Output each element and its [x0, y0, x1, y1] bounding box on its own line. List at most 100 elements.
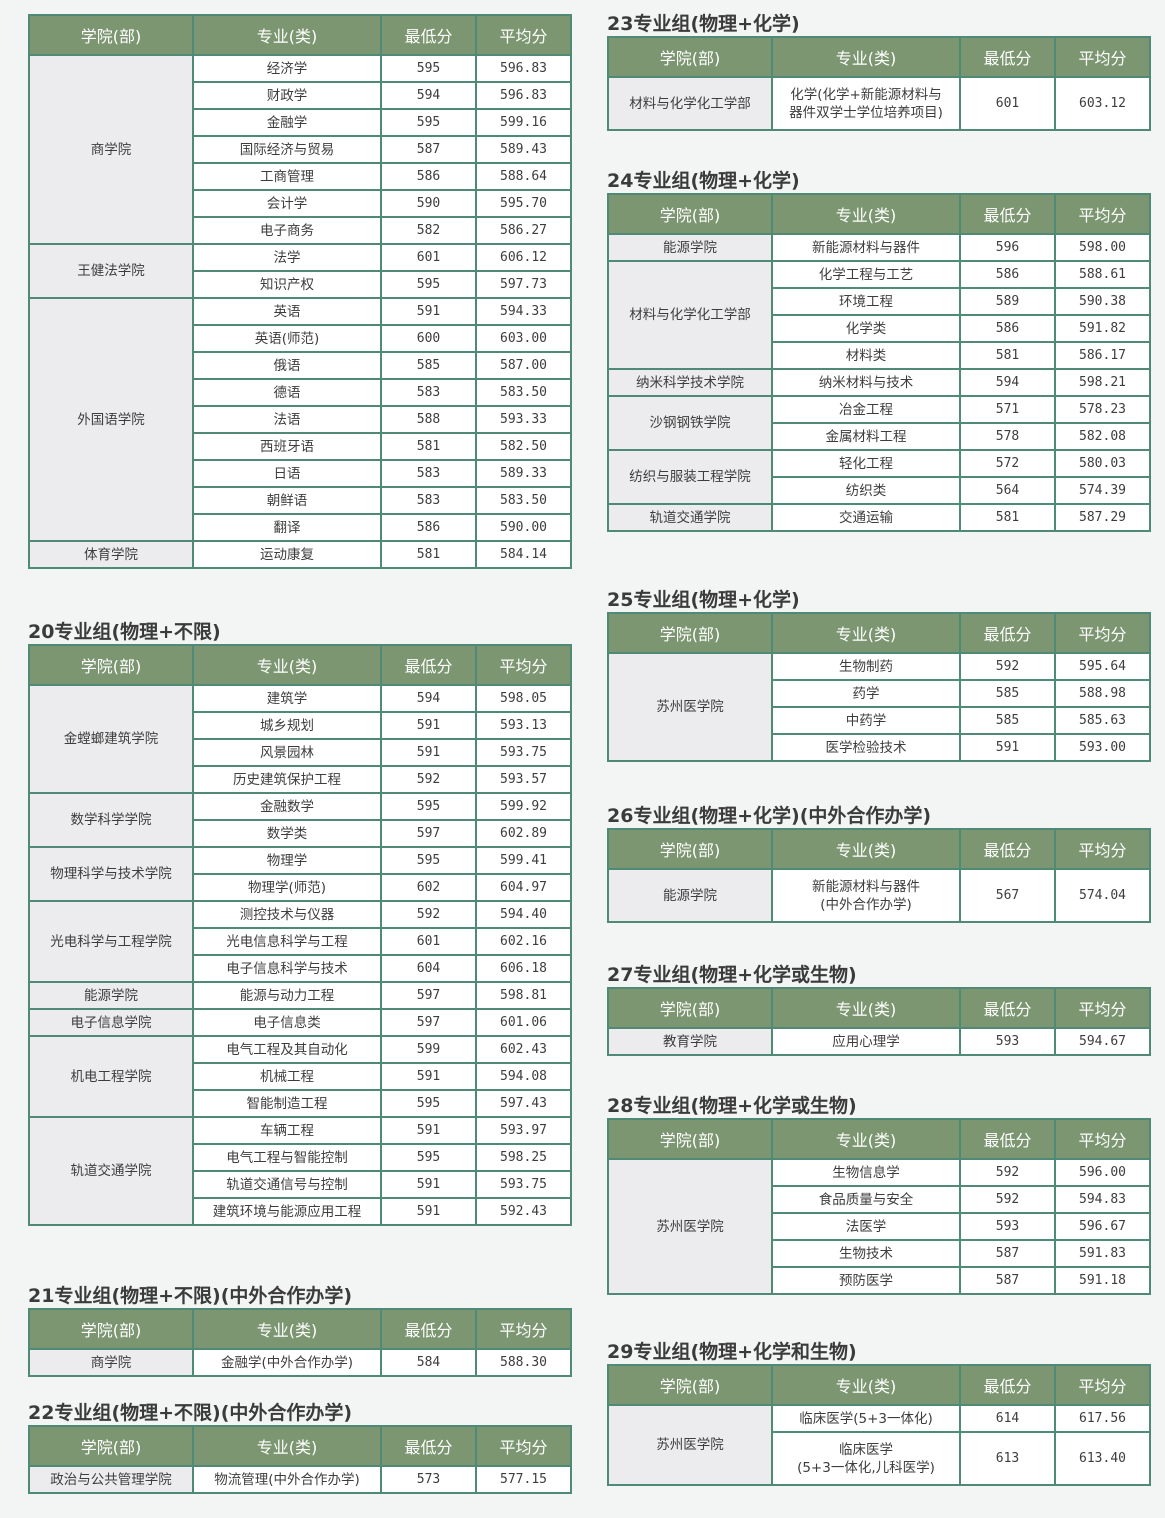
table-row: 材料类 581 586.17 [608, 341, 1151, 370]
section-title: 26专业组(物理+化学)(中外合作办学) [607, 805, 932, 827]
avg-score-cell: 599.92 [475, 792, 572, 821]
avg-score-cell: 574.04 [1054, 868, 1151, 923]
min-score-cell: 581 [380, 432, 477, 461]
score-table: 学院(部) 专业(类) 最低分 平均分 材料与化学化工学部 化学(化学+新能源材料与 器件… [607, 36, 1151, 131]
table-row: 材料与化学化工学部 化学工程与工艺 586 588.61 [607, 260, 1151, 370]
table-row: 金螳螂建筑学院 建筑学 594 598.05 [28, 684, 572, 794]
table-header: 学院(部) 专业(类) 最低分 平均分 [28, 644, 572, 686]
min-score-cell: 592 [380, 765, 477, 794]
major-cell: 金融数学 [192, 792, 382, 821]
column-header: 专业(类) [771, 1364, 961, 1406]
score-table: 学院(部) 专业(类) 最低分 平均分 能源学院 新能源材料与器件 (中外合作办学) 567… [607, 828, 1151, 923]
table-header: 学院(部) 专业(类) 最低分 平均分 [28, 1308, 572, 1350]
avg-score-cell: 594.08 [475, 1062, 572, 1091]
min-score-cell: 595 [380, 792, 477, 821]
table-row: 外国语学院 英语 591 594.33 [28, 297, 572, 542]
score-table: 学院(部) 专业(类) 最低分 平均分 教育学院 应用心理学 593 594.67 [607, 987, 1151, 1056]
college-cell: 轨道交通学院 [28, 1116, 194, 1226]
major-cell: 生物技术 [771, 1239, 961, 1268]
college-cell: 体育学院 [28, 540, 194, 569]
avg-score-cell: 598.00 [1054, 233, 1151, 262]
college-cell: 材料与化学化工学部 [607, 76, 773, 131]
table-row: 翻译 586 590.00 [29, 513, 572, 542]
table-header: 学院(部) 专业(类) 最低分 平均分 [28, 14, 572, 56]
min-score-cell: 593 [959, 1212, 1056, 1241]
table-row: 财政学 594 596.83 [29, 81, 572, 110]
major-cell: 轻化工程 [771, 449, 961, 478]
section-title: 28专业组(物理+化学或生物) [607, 1095, 857, 1117]
avg-score-cell: 593.57 [475, 765, 572, 794]
min-score-cell: 591 [380, 297, 477, 326]
table-row: 教育学院 应用心理学 593 594.67 [607, 1027, 1151, 1056]
major-cell: 风景园林 [192, 738, 382, 767]
min-score-cell: 597 [380, 1008, 477, 1037]
college-cell: 商学院 [28, 1348, 194, 1377]
college-cell: 苏州医学院 [607, 652, 773, 762]
major-cell: 材料类 [771, 341, 961, 370]
avg-score-cell: 590.38 [1054, 287, 1151, 316]
college-cell: 机电工程学院 [28, 1035, 194, 1118]
major-cell: 朝鲜语 [192, 486, 382, 515]
table-header: 学院(部) 专业(类) 最低分 平均分 [607, 1118, 1151, 1160]
min-score-cell: 614 [959, 1404, 1056, 1433]
table-row: 电子信息科学与技术 604 606.18 [29, 954, 572, 983]
table-row: 苏州医学院 生物信息学 592 596.00 [607, 1158, 1151, 1295]
column-header: 平均分 [1054, 1364, 1151, 1406]
min-score-cell: 590 [380, 189, 477, 218]
avg-score-cell: 593.13 [475, 711, 572, 740]
min-score-cell: 591 [380, 1116, 477, 1145]
min-score-cell: 594 [959, 368, 1056, 397]
avg-score-cell: 598.05 [475, 684, 572, 713]
table-row: 建筑环境与能源应用工程 591 592.43 [29, 1197, 572, 1226]
major-cell: 临床医学(5+3一体化) [771, 1404, 961, 1433]
table-row: 环境工程 589 590.38 [608, 287, 1151, 316]
avg-score-cell: 591.83 [1054, 1239, 1151, 1268]
avg-score-cell: 586.17 [1054, 341, 1151, 370]
table-row: 知识产权 595 597.73 [29, 270, 572, 299]
college-cell: 外国语学院 [28, 297, 194, 542]
table-row: 商学院 经济学 595 596.83 [28, 54, 572, 245]
score-section: 29专业组(物理+化学和生物) 学院(部) 专业(类) 最低分 平均分 苏州医学院 临床医学… [607, 1340, 1151, 1486]
min-score-cell: 583 [380, 378, 477, 407]
column-header: 平均分 [1054, 1118, 1151, 1160]
major-cell: 测控技术与仪器 [192, 900, 382, 929]
avg-score-cell: 598.25 [475, 1143, 572, 1172]
table-row: 法医学 593 596.67 [608, 1212, 1151, 1241]
table-header: 学院(部) 专业(类) 最低分 平均分 [607, 1364, 1151, 1406]
min-score-cell: 600 [380, 324, 477, 353]
column-header: 学院(部) [607, 1364, 773, 1406]
college-cell: 轨道交通学院 [607, 503, 773, 532]
table-header: 学院(部) 专业(类) 最低分 平均分 [607, 193, 1151, 235]
college-cell: 沙钢钢铁学院 [607, 395, 773, 451]
avg-score-cell: 580.03 [1054, 449, 1151, 478]
min-score-cell: 592 [959, 652, 1056, 681]
score-table: 学院(部) 专业(类) 最低分 平均分 政治与公共管理学院 物流管理(中外合作办学) 573… [28, 1425, 572, 1494]
major-cell: 纳米材料与技术 [771, 368, 961, 397]
major-cell: 知识产权 [192, 270, 382, 299]
section-title: 23专业组(物理+化学) [607, 13, 800, 35]
min-score-cell: 596 [959, 233, 1056, 262]
college-cell: 金螳螂建筑学院 [28, 684, 194, 794]
major-cell: 俄语 [192, 351, 382, 380]
major-cell: 车辆工程 [192, 1116, 382, 1145]
major-cell: 能源与动力工程 [192, 981, 382, 1010]
min-score-cell: 587 [380, 135, 477, 164]
column-header: 专业(类) [771, 987, 961, 1029]
avg-score-cell: 577.15 [475, 1465, 572, 1494]
column-header: 学院(部) [607, 987, 773, 1029]
major-cell: 化学(化学+新能源材料与 器件双学士学位培养项目) [771, 76, 961, 131]
section-title: 24专业组(物理+化学) [607, 170, 800, 192]
table-row: 机械工程 591 594.08 [29, 1062, 572, 1091]
table-row: 政治与公共管理学院 物流管理(中外合作办学) 573 577.15 [28, 1465, 572, 1494]
column-header: 平均分 [1054, 828, 1151, 870]
table-row: 化学类 586 591.82 [608, 314, 1151, 343]
min-score-cell: 601 [959, 76, 1056, 131]
table-row: 轨道交通学院 车辆工程 591 593.97 [28, 1116, 572, 1226]
avg-score-cell: 590.00 [475, 513, 572, 542]
min-score-cell: 595 [380, 1143, 477, 1172]
min-score-cell: 591 [380, 1170, 477, 1199]
major-cell: 会计学 [192, 189, 382, 218]
major-cell: 英语 [192, 297, 382, 326]
table-row: 商学院 金融学(中外合作办学) 584 588.30 [28, 1348, 572, 1377]
min-score-cell: 587 [959, 1266, 1056, 1295]
